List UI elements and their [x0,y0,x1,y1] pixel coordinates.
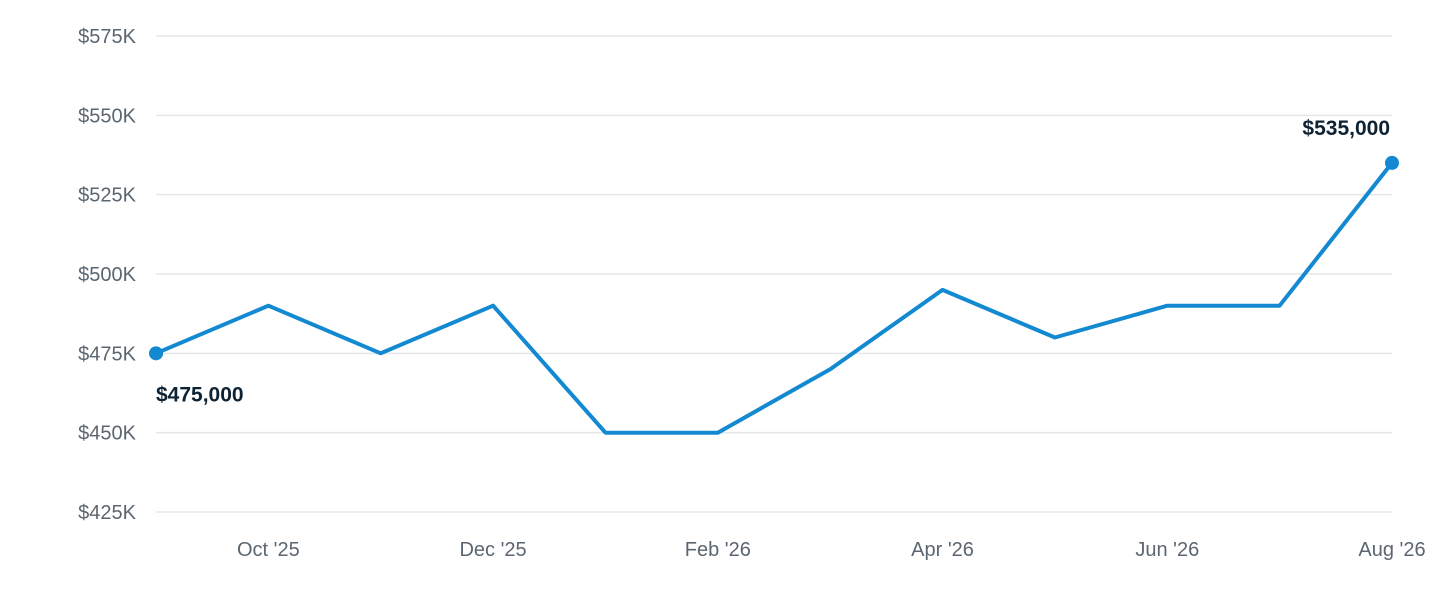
x-tick-label: Jun '26 [1135,539,1199,561]
y-tick-label: $550K [78,105,136,127]
x-tick-label: Oct '25 [237,539,300,561]
series [154,160,1394,435]
y-tick-label: $475K [78,343,136,365]
x-tick-label: Aug '26 [1358,539,1425,561]
x-tick-label: Apr '26 [911,539,974,561]
x-tick-label: Feb '26 [685,539,751,561]
endpoint-marker [1385,155,1399,170]
x-axis: Oct '25 Dec '25 Feb '26 Apr '26 Jun '26 Aug '… [237,539,1426,561]
gridlines [156,35,1392,513]
endpoint-value-label: $535,000 [1302,117,1390,140]
endpoint-value-label: $475,000 [156,383,244,406]
endpoint-marker [149,346,163,361]
y-tick-label: $500K [78,264,136,286]
y-tick-label: $425K [78,502,136,524]
y-axis: $425K $450K $475K $500K $525K $550K $575K [78,26,136,524]
x-tick-label: Dec '25 [459,539,526,561]
y-tick-label: $450K [78,423,136,445]
y-tick-label: $575K [78,26,136,48]
y-tick-label: $525K [78,185,136,207]
series-line [154,160,1394,435]
annotations: $475,000 $535,000 [149,117,1399,406]
